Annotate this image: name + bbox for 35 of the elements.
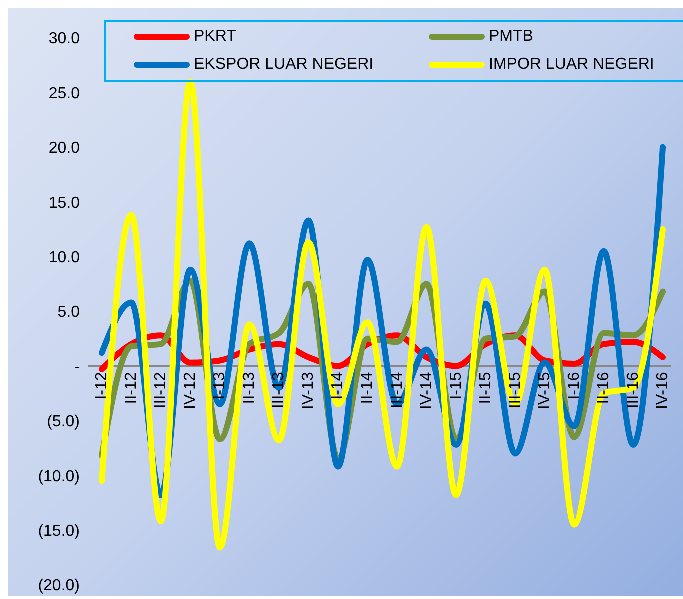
x-tick-label: IV-12 (182, 372, 200, 410)
x-tick-label: II-13 (241, 372, 258, 404)
y-tick-label: 20.0 (48, 140, 80, 158)
x-tick-label: IV-16 (654, 372, 672, 410)
y-tick-label: (10.0) (38, 468, 80, 486)
x-tick-label: III-13 (270, 372, 288, 409)
legend-label: EKSPOR LUAR NEGERI (194, 56, 374, 74)
y-tick-label: 10.0 (48, 249, 80, 266)
legend-label: PMTB (489, 28, 534, 46)
x-tick-label: II-12 (123, 372, 140, 404)
x-tick-label: II-16 (595, 372, 612, 404)
x-tick-label: I-12 (94, 372, 110, 400)
y-tick-label: (20.0) (38, 578, 80, 595)
x-tick-label: III-14 (388, 372, 406, 409)
x-tick-label: I-16 (566, 372, 583, 400)
x-tick-label: IV-13 (300, 372, 318, 410)
x-tick-label: III-16 (624, 372, 642, 409)
y-tick-label: (5.0) (47, 414, 80, 431)
y-tick-label: - (74, 358, 80, 376)
y-tick-label: 25.0 (48, 85, 80, 102)
x-tick-label: IV-15 (536, 372, 554, 410)
legend-label: PKRT (194, 28, 236, 46)
x-tick-label: II-14 (359, 372, 376, 404)
x-tick-label: IV-14 (418, 372, 436, 410)
y-tick-label: 30.0 (48, 30, 80, 48)
y-tick-label: (15.0) (38, 522, 80, 540)
legend-label: IMPOR LUAR NEGERI (489, 56, 654, 74)
x-tick-label: III-12 (152, 372, 170, 409)
y-tick-label: 15.0 (48, 194, 80, 212)
x-tick-label: I-15 (448, 372, 465, 400)
x-tick-label: II-15 (477, 372, 494, 404)
y-tick-label: 5.0 (58, 304, 80, 322)
x-tick-label: I-14 (330, 372, 347, 400)
x-tick-label: I-13 (212, 372, 229, 400)
x-tick-label: III-15 (506, 372, 524, 409)
